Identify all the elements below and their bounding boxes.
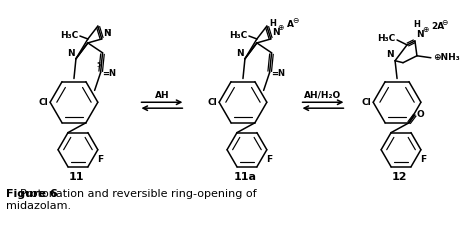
Text: N: N [416, 30, 424, 39]
Text: O: O [417, 110, 425, 120]
Text: ⊖: ⊖ [442, 18, 448, 27]
Text: 12: 12 [392, 172, 407, 182]
Text: H: H [413, 20, 420, 29]
Text: H₃C: H₃C [377, 34, 395, 43]
Text: H₃C: H₃C [228, 30, 247, 40]
Text: 5: 5 [97, 62, 101, 68]
Text: ⊖: ⊖ [292, 16, 299, 25]
Text: 2A: 2A [431, 22, 444, 31]
Text: 2: 2 [107, 29, 111, 34]
Text: F: F [420, 155, 427, 164]
Text: midazolam.: midazolam. [6, 201, 72, 211]
Text: Protonation and reversible ring-opening of: Protonation and reversible ring-opening … [6, 189, 257, 199]
Text: ⊕: ⊕ [422, 25, 428, 34]
Text: AH/H₂O: AH/H₂O [304, 91, 342, 100]
Text: AH: AH [155, 91, 169, 100]
Text: ⊕NH₃: ⊕NH₃ [433, 53, 460, 62]
Text: N: N [103, 29, 110, 38]
Text: N: N [67, 49, 75, 58]
Text: ⊕: ⊕ [278, 23, 284, 32]
Text: 11: 11 [68, 172, 84, 182]
Text: A: A [287, 20, 294, 29]
Text: H₃C: H₃C [60, 30, 78, 40]
Text: N: N [237, 49, 244, 58]
Text: =N: =N [272, 69, 285, 78]
Text: F: F [266, 155, 272, 164]
Text: F: F [97, 155, 103, 164]
Text: =N: =N [102, 69, 117, 78]
Text: Cl: Cl [362, 98, 371, 107]
Text: Figure 6: Figure 6 [6, 189, 58, 199]
Text: N: N [386, 50, 394, 59]
Text: H: H [269, 19, 276, 28]
Text: 11a: 11a [234, 172, 256, 182]
Text: Cl: Cl [38, 98, 48, 107]
Text: Cl: Cl [207, 98, 217, 107]
Text: N: N [272, 28, 279, 37]
